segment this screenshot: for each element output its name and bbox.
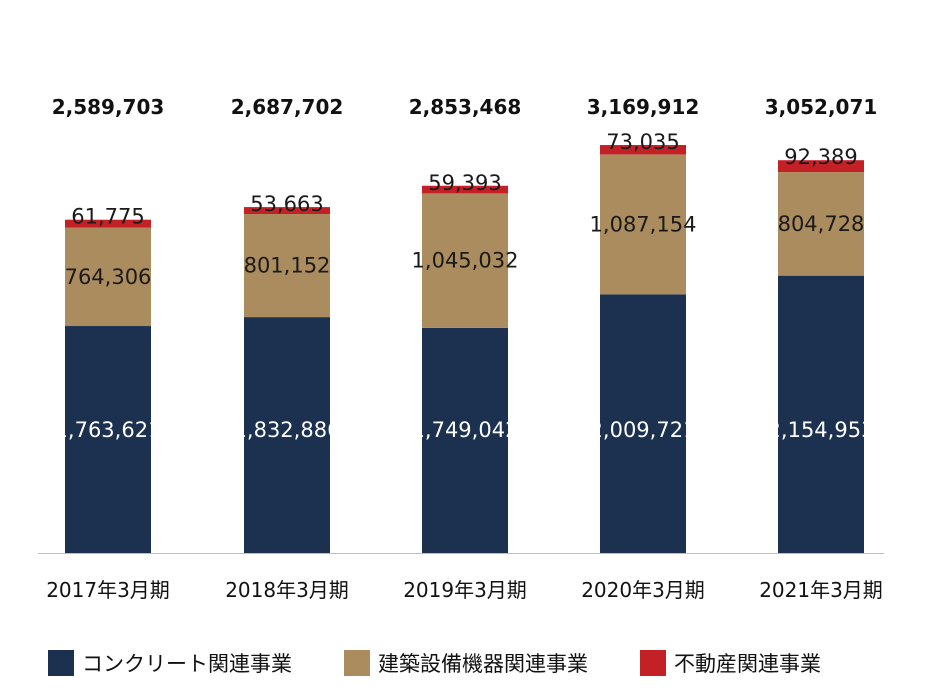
- bar-segment: [600, 294, 686, 553]
- legend: コンクリート関連事業 建築設備機器関連事業 不動産関連事業: [48, 646, 928, 680]
- bar-segment: [244, 213, 330, 318]
- data-label: 61,775: [71, 205, 144, 229]
- data-label: 2,154,953: [768, 418, 875, 442]
- bar-segment: [600, 154, 686, 295]
- bar-segment: [778, 160, 864, 173]
- total-label: 2,853,468: [409, 95, 522, 119]
- data-label: 1,832,886: [234, 418, 341, 442]
- bar-segment: [65, 227, 151, 327]
- bar-segment: [244, 207, 330, 214]
- total-label: 2,687,702: [231, 95, 344, 119]
- data-label: 1,749,042: [412, 418, 519, 442]
- legend-swatch: [640, 650, 666, 676]
- legend-swatch: [48, 650, 74, 676]
- bar-segment: [422, 327, 508, 553]
- legend-item: 不動産関連事業: [640, 648, 821, 678]
- x-tick-label: 2018年3月期: [225, 578, 349, 602]
- bar-segment: [422, 185, 508, 194]
- legend-item: 建築設備機器関連事業: [344, 648, 588, 678]
- total-label: 3,052,071: [765, 95, 878, 119]
- data-label: 764,306: [65, 265, 152, 289]
- stacked-bar-chart: 1,763,621 764,306 61,775 2,589,703 2017年3月期 1…: [38, 95, 884, 602]
- legend-swatch: [344, 650, 370, 676]
- data-label: 1,045,032: [412, 249, 519, 273]
- total-label: 3,169,912: [587, 95, 700, 119]
- x-tick-label: 2019年3月期: [403, 578, 527, 602]
- bar-segment: [65, 326, 151, 553]
- data-label: 92,389: [784, 145, 857, 169]
- data-label: 59,393: [428, 171, 501, 195]
- data-label: 2,009,721: [590, 418, 697, 442]
- data-label: 53,663: [250, 192, 323, 216]
- data-label: 73,035: [606, 130, 679, 154]
- x-tick-label: 2017年3月期: [46, 578, 170, 602]
- legend-label: 建築設備機器関連事業: [378, 652, 588, 676]
- x-tick-label: 2021年3月期: [759, 578, 883, 602]
- legend-item: コンクリート関連事業: [48, 648, 292, 678]
- bar-segment: [244, 317, 330, 553]
- data-label: 804,728: [778, 212, 865, 236]
- data-label: 801,152: [244, 254, 331, 278]
- bar-segment: [778, 275, 864, 553]
- bar-segment: [778, 172, 864, 276]
- total-label: 2,589,703: [52, 95, 165, 119]
- data-label: 1,087,154: [590, 212, 697, 236]
- data-label: 1,763,621: [55, 418, 162, 442]
- bar-segment: [65, 219, 151, 228]
- bar-segment: [422, 193, 508, 328]
- legend-label: 不動産関連事業: [674, 652, 821, 676]
- bar-segment: [600, 145, 686, 155]
- legend-label: コンクリート関連事業: [82, 652, 292, 676]
- x-tick-label: 2020年3月期: [581, 578, 705, 602]
